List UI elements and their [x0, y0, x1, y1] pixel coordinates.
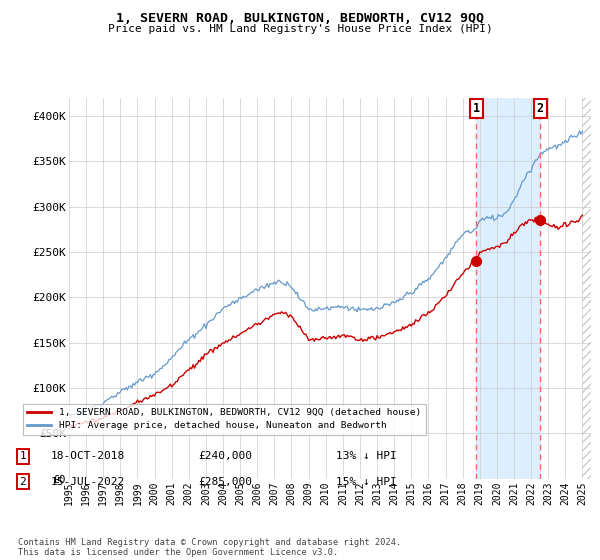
Text: £285,000: £285,000: [198, 477, 252, 487]
Text: 15% ↓ HPI: 15% ↓ HPI: [336, 477, 397, 487]
Text: 1, SEVERN ROAD, BULKINGTON, BEDWORTH, CV12 9QQ: 1, SEVERN ROAD, BULKINGTON, BEDWORTH, CV…: [116, 12, 484, 25]
Bar: [583, 98, 591, 479]
Text: 15-JUL-2022: 15-JUL-2022: [51, 477, 125, 487]
Bar: [476, 98, 541, 479]
Text: 2: 2: [537, 102, 544, 115]
Text: Contains HM Land Registry data © Crown copyright and database right 2024.
This d: Contains HM Land Registry data © Crown c…: [18, 538, 401, 557]
Bar: [583, 98, 591, 479]
Text: 13% ↓ HPI: 13% ↓ HPI: [336, 451, 397, 461]
Text: Price paid vs. HM Land Registry's House Price Index (HPI): Price paid vs. HM Land Registry's House …: [107, 24, 493, 34]
Text: £240,000: £240,000: [198, 451, 252, 461]
Text: 18-OCT-2018: 18-OCT-2018: [51, 451, 125, 461]
Text: 1: 1: [19, 451, 26, 461]
Legend: 1, SEVERN ROAD, BULKINGTON, BEDWORTH, CV12 9QQ (detached house), HPI: Average pr: 1, SEVERN ROAD, BULKINGTON, BEDWORTH, CV…: [23, 404, 425, 435]
Text: 1: 1: [473, 102, 480, 115]
Text: 2: 2: [19, 477, 26, 487]
